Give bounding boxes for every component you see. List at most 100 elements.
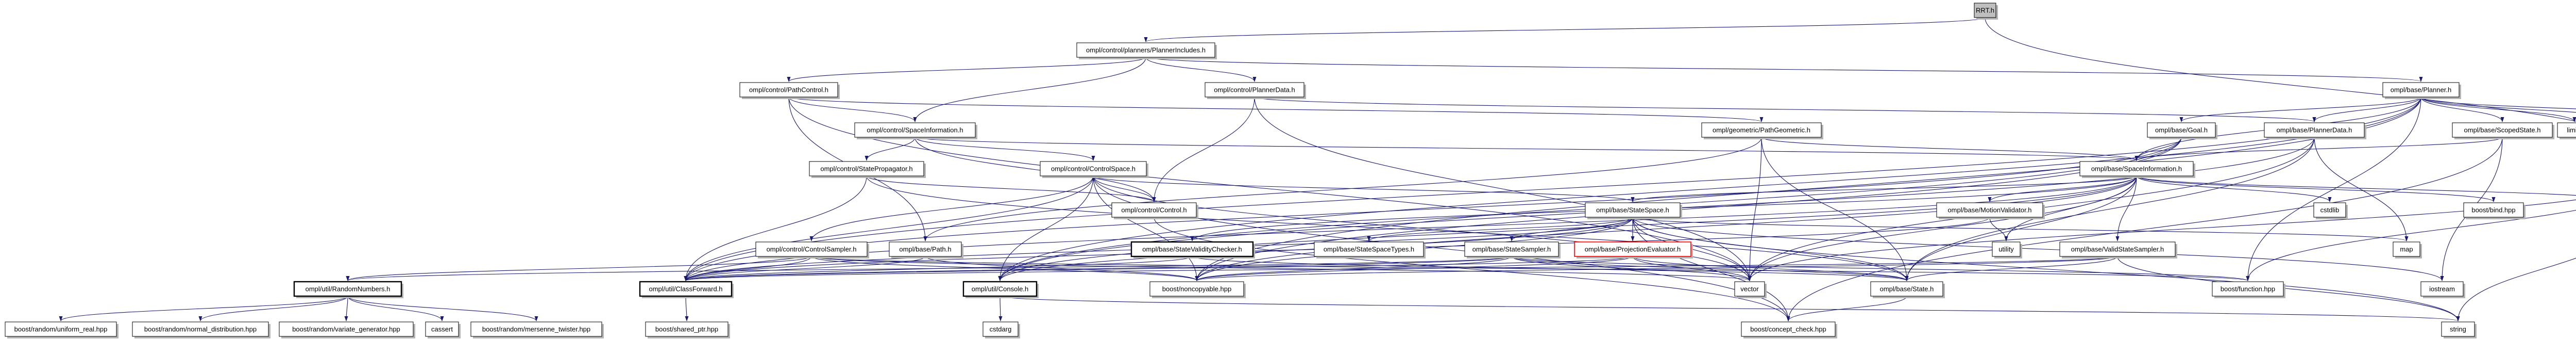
edge-controlspace-to-control bbox=[1093, 175, 1156, 202]
node-noncopyable[interactable]: boost/noncopyable.hpp bbox=[1149, 281, 1246, 298]
edge-bspaceinfo-to-motionvalidator bbox=[1988, 175, 2137, 202]
node-box bbox=[1701, 122, 1822, 138]
node-conceptcheck[interactable]: boost/concept_check.hpp bbox=[1741, 321, 1837, 338]
node-pathgeometric[interactable]: ompl/geometric/PathGeometric.h bbox=[1701, 122, 1823, 139]
node-plannerincludes[interactable]: ompl/control/planners/PlannerIncludes.h bbox=[1076, 42, 1217, 59]
node-goal[interactable]: ompl/base/Goal.h bbox=[2147, 122, 2217, 139]
node-normaldist[interactable]: boost/random/normal_distribution.hpp bbox=[132, 321, 270, 338]
node-box bbox=[2059, 241, 2176, 257]
node-cspaceinfo[interactable]: ompl/control/SpaceInformation.h bbox=[854, 122, 977, 139]
node-box bbox=[1076, 42, 1215, 58]
edge-bspaceinfo-to-statespace bbox=[1631, 175, 2137, 202]
node-statesampler[interactable]: ompl/base/StateSampler.h bbox=[1464, 241, 1561, 258]
node-string[interactable]: string bbox=[2441, 321, 2477, 338]
node-box bbox=[739, 82, 838, 98]
edge-planner-to-scopedstate bbox=[2420, 96, 2504, 122]
node-pathcontrol[interactable]: ompl/control/PathControl.h bbox=[739, 82, 840, 99]
node-motionvalidator[interactable]: ompl/base/MotionValidator.h bbox=[1936, 202, 2045, 219]
edge-nearestneighbors-to-boostfunction bbox=[2246, 209, 2576, 281]
edge-cplannerdata-to-control bbox=[1152, 96, 1255, 202]
node-box bbox=[1741, 321, 1836, 337]
edge-plannerincludes-to-planner bbox=[1145, 57, 2422, 82]
node-map[interactable]: map bbox=[2393, 241, 2422, 258]
node-box bbox=[279, 321, 414, 337]
node-iostream[interactable]: iostream bbox=[2420, 281, 2465, 298]
node-box bbox=[2212, 281, 2284, 297]
node-classforward[interactable]: ompl/util/ClassForward.h bbox=[639, 281, 734, 298]
node-box bbox=[2079, 161, 2194, 176]
node-bplannerdata[interactable]: ompl/base/PlannerData.h bbox=[2264, 122, 2366, 139]
edge-bspaceinfo-to-cstdlib bbox=[2136, 175, 2332, 202]
node-statepropagator[interactable]: ompl/control/StatePropagator.h bbox=[809, 161, 926, 178]
edge-nearestneighbors-to-vector bbox=[1748, 199, 2576, 281]
edge-statespace-to-map bbox=[1632, 217, 2408, 241]
node-box bbox=[2441, 321, 2475, 337]
node-box bbox=[2313, 202, 2346, 218]
node-bspaceinfo[interactable]: ompl/base/SpaceInformation.h bbox=[2079, 161, 2195, 178]
edge-motionvalidator-to-utility bbox=[1989, 217, 2008, 241]
node-limits[interactable]: limits bbox=[2557, 122, 2576, 139]
edge-bspaceinfo-to-utility bbox=[2004, 175, 2137, 241]
node-label: ompl/control/ControlSampler.h bbox=[767, 246, 857, 253]
node-label: boost/random/mersenne_twister.hpp bbox=[482, 326, 590, 333]
node-controlspace[interactable]: ompl/control/ControlSpace.h bbox=[1040, 161, 1148, 178]
node-projectionevaluator[interactable]: ompl/base/ProjectionEvaluator.h bbox=[1574, 241, 1693, 258]
node-cstdlib[interactable]: cstdlib bbox=[2313, 202, 2348, 219]
node-label: ompl/base/MotionValidator.h bbox=[1947, 206, 2031, 214]
edge-controlspace-to-classforward bbox=[684, 175, 1094, 281]
node-boostbind[interactable]: boost/bind.hpp bbox=[2463, 202, 2526, 219]
edge-cspaceinfo-to-controlspace bbox=[914, 137, 1095, 161]
edge-controlspace-to-statespace bbox=[1093, 175, 1635, 202]
edge-console-to-cstdarg bbox=[998, 296, 1003, 321]
node-cplannerdata[interactable]: ompl/control/PlannerData.h bbox=[1205, 82, 1306, 99]
node-box bbox=[2557, 122, 2576, 138]
edge-randomnumbers-to-cassert bbox=[347, 296, 444, 321]
node-controlsampler[interactable]: ompl/control/ControlSampler.h bbox=[755, 241, 869, 258]
node-mersenne[interactable]: boost/random/mersenne_twister.hpp bbox=[470, 321, 604, 338]
node-scopedstate[interactable]: ompl/base/ScopedState.h bbox=[2452, 122, 2554, 139]
node-statespace[interactable]: ompl/base/StateSpace.h bbox=[1585, 202, 1682, 219]
node-box bbox=[1870, 281, 1943, 297]
node-label: ompl/base/Goal.h bbox=[2155, 126, 2208, 134]
node-control[interactable]: ompl/control/Control.h bbox=[1111, 202, 1198, 219]
edge-bspaceinfo-to-noncopyable bbox=[1195, 175, 2137, 281]
node-console[interactable]: ompl/util/Console.h bbox=[962, 281, 1039, 298]
node-label: ompl/base/Planner.h bbox=[2391, 86, 2452, 94]
edge-cplannerdata-to-bplannerdata bbox=[1254, 96, 2316, 122]
edge-cplannerdata-to-vector bbox=[1254, 96, 1752, 281]
node-randomnumbers[interactable]: ompl/util/RandomNumbers.h bbox=[293, 281, 403, 298]
node-label: string bbox=[2450, 326, 2466, 333]
edge-planner-to-goal bbox=[2179, 96, 2421, 122]
node-box bbox=[854, 122, 976, 138]
node-planner[interactable]: ompl/base/Planner.h bbox=[2382, 82, 2461, 99]
node-statespacetypes[interactable]: ompl/base/StateSpaceTypes.h bbox=[1314, 241, 1426, 258]
edge-controlspace-to-noncopyable bbox=[1093, 175, 1199, 281]
node-box bbox=[1734, 281, 1765, 297]
edge-projectionevaluator-to-classforward bbox=[684, 256, 1633, 281]
node-cassert[interactable]: cassert bbox=[425, 321, 461, 338]
node-box bbox=[1464, 241, 1559, 257]
node-label: boost/shared_ptr.hpp bbox=[655, 326, 718, 333]
node-uniformreal[interactable]: boost/random/uniform_real.hpp bbox=[5, 321, 118, 338]
node-label: ompl/util/ClassForward.h bbox=[649, 285, 722, 293]
node-label: ompl/base/SpaceInformation.h bbox=[2091, 165, 2182, 173]
edge-statesampler-to-boostfunction bbox=[1511, 256, 2249, 281]
node-vector[interactable]: vector bbox=[1734, 281, 1767, 298]
node-sharedptr[interactable]: boost/shared_ptr.hpp bbox=[645, 321, 730, 338]
node-label: boost/noncopyable.hpp bbox=[1162, 285, 1231, 293]
edge-statespace-to-iostream bbox=[1632, 217, 2444, 281]
edge-randomnumbers-to-uniformreal bbox=[59, 296, 348, 321]
edge-statespace-to-conceptcheck bbox=[1632, 217, 1790, 321]
node-state[interactable]: ompl/base/State.h bbox=[1870, 281, 1945, 298]
node-path[interactable]: ompl/base/Path.h bbox=[889, 241, 963, 258]
node-utility[interactable]: utility bbox=[1992, 241, 2022, 258]
node-cstdarg[interactable]: cstdarg bbox=[982, 321, 1020, 338]
node-variategen[interactable]: boost/random/variate_generator.hpp bbox=[279, 321, 415, 338]
edge-planner-to-posixtime bbox=[2420, 96, 2576, 109]
node-validstatesampler[interactable]: ompl/base/ValidStateSampler.h bbox=[2059, 241, 2177, 258]
node-validitychecker[interactable]: ompl/base/StateValidityChecker.h bbox=[1130, 241, 1255, 258]
node-box bbox=[755, 241, 868, 257]
node-box bbox=[1040, 161, 1147, 176]
node-boostfunction[interactable]: boost/function.hpp bbox=[2212, 281, 2285, 298]
